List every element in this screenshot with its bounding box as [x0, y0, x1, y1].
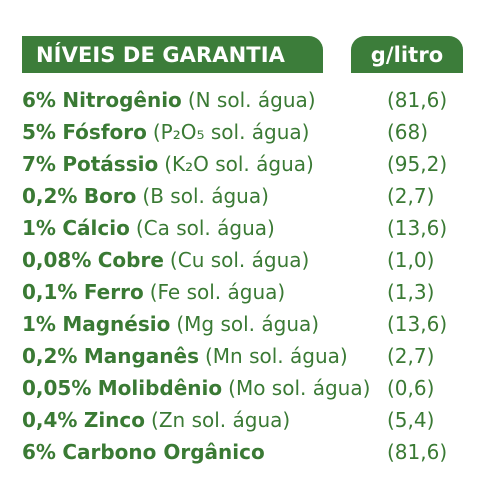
row-percent: 1%	[22, 312, 56, 336]
row-percent: 5%	[22, 120, 56, 144]
nutrient-row-copper: 0,08% Cobre (Cu sol. água) (1,0)	[22, 245, 462, 275]
guarantee-levels-header: NÍVEIS DE GARANTIA	[22, 36, 323, 73]
row-value: (2,7)	[387, 184, 435, 208]
row-nutrient: Molibdênio	[97, 376, 223, 400]
row-nutrient: Ferro	[83, 280, 144, 304]
unit-header: g/litro	[351, 36, 463, 73]
row-value: (95,2)	[387, 152, 448, 176]
nutrient-row-organic-carbon: 6% Carbono Orgânico (81,6)	[22, 437, 462, 467]
nutrient-row-zinc: 0,4% Zinco (Zn sol. água) (5,4)	[22, 405, 462, 435]
nutrient-row-nitrogen: 6% Nitrogênio (N sol. água) (81,6)	[22, 85, 462, 115]
row-nutrient: Boro	[83, 184, 137, 208]
nutrient-row-calcium: 1% Cálcio (Ca sol. água) (13,6)	[22, 213, 462, 243]
row-detail: (P₂O₅ sol. água)	[152, 120, 310, 144]
row-percent: 0,1%	[22, 280, 78, 304]
row-nutrient: Magnésio	[62, 312, 171, 336]
row-value: (2,7)	[387, 344, 435, 368]
row-detail: (K₂O sol. água)	[164, 152, 314, 176]
row-detail: (N sol. água)	[187, 88, 316, 112]
row-percent: 6%	[22, 88, 56, 112]
row-nutrient: Cobre	[97, 248, 164, 272]
row-detail: (Cu sol. água)	[169, 248, 310, 272]
header-title: NÍVEIS DE GARANTIA	[36, 42, 286, 67]
row-percent: 0,05%	[22, 376, 92, 400]
nutrient-row-molybdenum: 0,05% Molibdênio (Mo sol. água) (0,6)	[22, 373, 462, 403]
row-nutrient: Fósforo	[62, 120, 147, 144]
row-detail: (Mg sol. água)	[176, 312, 320, 336]
row-value: (1,3)	[387, 280, 435, 304]
row-nutrient: Potássio	[62, 152, 159, 176]
row-value: (68)	[387, 120, 429, 144]
row-nutrient: Manganês	[83, 344, 199, 368]
row-value: (1,0)	[387, 248, 435, 272]
nutrient-row-manganese: 0,2% Manganês (Mn sol. água) (2,7)	[22, 341, 462, 371]
row-value: (13,6)	[387, 216, 448, 240]
row-detail: (B sol. água)	[142, 184, 269, 208]
row-nutrient: Carbono Orgânico	[62, 440, 265, 464]
row-percent: 0,2%	[22, 344, 78, 368]
row-detail: (Fe sol. água)	[149, 280, 286, 304]
row-value: (13,6)	[387, 312, 448, 336]
row-value: (0,6)	[387, 376, 435, 400]
row-percent: 1%	[22, 216, 56, 240]
row-percent: 7%	[22, 152, 56, 176]
row-nutrient: Zinco	[83, 408, 146, 432]
row-percent: 0,4%	[22, 408, 78, 432]
nutrient-row-phosphorus: 5% Fósforo (P₂O₅ sol. água) (68)	[22, 117, 462, 147]
nutrient-row-magnesium: 1% Magnésio (Mg sol. água) (13,6)	[22, 309, 462, 339]
row-detail: (Mo sol. água)	[228, 376, 371, 400]
nutrient-row-boron: 0,2% Boro (B sol. água) (2,7)	[22, 181, 462, 211]
row-value: (81,6)	[387, 88, 448, 112]
row-detail: (Mn sol. água)	[204, 344, 348, 368]
nutrient-row-iron: 0,1% Ferro (Fe sol. água) (1,3)	[22, 277, 462, 307]
row-nutrient: Cálcio	[62, 216, 130, 240]
row-percent: 0,08%	[22, 248, 92, 272]
row-value: (81,6)	[387, 440, 448, 464]
row-value: (5,4)	[387, 408, 435, 432]
row-percent: 0,2%	[22, 184, 78, 208]
nutrient-row-potassium: 7% Potássio (K₂O sol. água) (95,2)	[22, 149, 462, 179]
row-detail: (Zn sol. água)	[151, 408, 291, 432]
row-nutrient: Nitrogênio	[62, 88, 182, 112]
row-percent: 6%	[22, 440, 56, 464]
unit-label: g/litro	[370, 42, 444, 67]
row-detail: (Ca sol. água)	[135, 216, 275, 240]
